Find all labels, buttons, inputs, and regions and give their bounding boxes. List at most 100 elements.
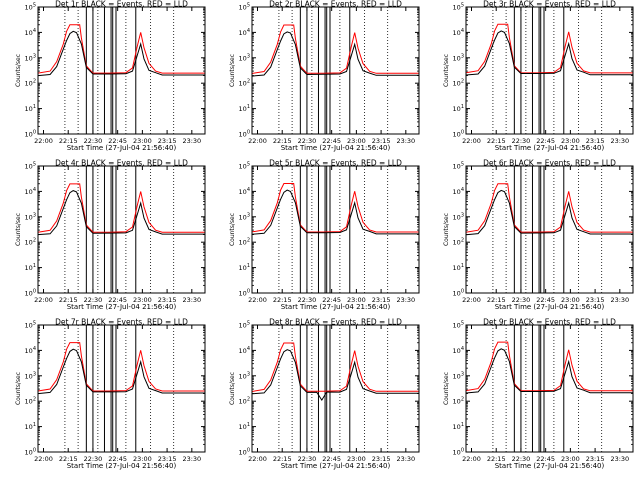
y-tick-label: 102 xyxy=(239,238,250,247)
x-tick-label: 22:00 xyxy=(34,137,53,145)
x-tick-label: 23:15 xyxy=(372,296,391,304)
x-tick-label: 23:15 xyxy=(372,455,391,463)
x-tick-label: 23:15 xyxy=(158,455,177,463)
x-axis-label: Start Time (27-Jul-04 21:56:40) xyxy=(67,462,177,470)
panel-det-1: Det 1r BLACK = Events, RED = LLD 22:00 22:… xyxy=(15,0,206,152)
y-tick-label: 105 xyxy=(25,162,36,171)
y-tick-label: 104 xyxy=(453,346,464,355)
y-tick-label: 104 xyxy=(239,187,250,196)
x-tick-label: 23:15 xyxy=(158,296,177,304)
y-tick-label: 104 xyxy=(239,346,250,355)
series-lld xyxy=(37,24,205,74)
x-tick-label: 22:45 xyxy=(108,137,127,145)
y-tick-label: 105 xyxy=(239,162,250,171)
x-tick-label: 23:30 xyxy=(396,137,415,145)
x-tick-label: 22:15 xyxy=(487,455,506,463)
y-tick-label: 102 xyxy=(25,79,36,88)
x-tick-label: 23:00 xyxy=(133,455,152,463)
x-tick-label: 22:30 xyxy=(512,137,531,145)
y-tick-label: 102 xyxy=(239,397,250,406)
y-tick-label: 100 xyxy=(453,130,464,139)
y-tick-label: 100 xyxy=(25,289,36,298)
y-tick-label: 103 xyxy=(25,371,36,380)
x-tick-label: 23:30 xyxy=(182,455,201,463)
x-tick-label: 22:45 xyxy=(536,137,555,145)
plot-frame xyxy=(37,6,206,135)
y-tick-label: 105 xyxy=(25,321,36,330)
x-tick-label: 23:00 xyxy=(347,296,366,304)
x-tick-label: 22:15 xyxy=(487,137,506,145)
x-tick-label: 22:15 xyxy=(273,296,292,304)
y-tick-label: 104 xyxy=(453,28,464,37)
y-axis-label: Counts/sec xyxy=(229,372,236,405)
plot-frame xyxy=(37,165,206,294)
series-lld xyxy=(37,342,205,392)
panel-title: Det 6r BLACK = Events, RED = LLD xyxy=(483,159,616,168)
y-axis-label: Counts/sec xyxy=(443,54,450,87)
x-tick-label: 23:30 xyxy=(396,296,415,304)
x-tick-label: 22:30 xyxy=(512,296,531,304)
x-tick-label: 22:45 xyxy=(108,455,127,463)
y-axis-label: Counts/sec xyxy=(15,372,22,405)
y-tick-label: 105 xyxy=(453,321,464,330)
series-events xyxy=(465,348,633,394)
series-events xyxy=(37,190,205,236)
x-tick-label: 22:15 xyxy=(273,455,292,463)
y-tick-label: 102 xyxy=(453,238,464,247)
x-axis-label: Start Time (27-Jul-04 21:56:40) xyxy=(495,462,605,470)
y-tick-label: 104 xyxy=(453,187,464,196)
y-tick-label: 100 xyxy=(239,448,250,457)
panel-title: Det 9r BLACK = Events, RED = LLD xyxy=(483,318,616,327)
y-tick-label: 105 xyxy=(453,162,464,171)
y-tick-label: 100 xyxy=(239,289,250,298)
x-tick-label: 23:00 xyxy=(561,455,580,463)
x-axis-label: Start Time (27-Jul-04 21:56:40) xyxy=(495,144,605,152)
x-tick-label: 22:00 xyxy=(248,296,267,304)
series-lld xyxy=(37,183,205,233)
x-tick-label: 23:00 xyxy=(561,296,580,304)
y-tick-label: 101 xyxy=(239,422,250,431)
x-axis-label: Start Time (27-Jul-04 21:56:40) xyxy=(281,462,391,470)
x-tick-label: 22:30 xyxy=(512,455,531,463)
panel-det-4: Det 4r BLACK = Events, RED = LLD 22:00 22:… xyxy=(15,159,206,311)
x-tick-label: 22:15 xyxy=(59,137,78,145)
y-tick-label: 103 xyxy=(453,212,464,221)
y-tick-label: 100 xyxy=(453,289,464,298)
y-axis-label: Counts/sec xyxy=(15,213,22,246)
series-lld xyxy=(465,23,633,74)
x-axis-label: Start Time (27-Jul-04 21:56:40) xyxy=(67,144,177,152)
y-tick-label: 105 xyxy=(25,3,36,12)
series-events xyxy=(37,348,205,395)
x-tick-label: 23:15 xyxy=(158,137,177,145)
x-tick-label: 22:45 xyxy=(108,296,127,304)
x-tick-label: 22:00 xyxy=(462,455,481,463)
y-axis-label: Counts/sec xyxy=(229,54,236,87)
y-tick-label: 102 xyxy=(25,238,36,247)
y-tick-label: 100 xyxy=(25,448,36,457)
y-tick-label: 101 xyxy=(239,263,250,272)
panel-title: Det 4r BLACK = Events, RED = LLD xyxy=(55,159,188,168)
x-tick-label: 22:45 xyxy=(322,455,341,463)
x-tick-label: 23:15 xyxy=(586,137,605,145)
x-tick-label: 23:30 xyxy=(610,296,629,304)
y-tick-label: 101 xyxy=(453,263,464,272)
y-tick-label: 101 xyxy=(25,263,36,272)
y-tick-label: 104 xyxy=(25,28,36,37)
y-tick-label: 102 xyxy=(25,397,36,406)
x-tick-label: 22:30 xyxy=(298,137,317,145)
y-tick-label: 100 xyxy=(25,130,36,139)
plot-frame xyxy=(465,165,634,294)
y-tick-label: 102 xyxy=(453,397,464,406)
y-tick-label: 101 xyxy=(25,422,36,431)
panel-title: Det 3r BLACK = Events, RED = LLD xyxy=(483,0,616,9)
x-tick-label: 23:00 xyxy=(347,455,366,463)
x-axis-label: Start Time (27-Jul-04 21:56:40) xyxy=(67,303,177,311)
panel-title: Det 7r BLACK = Events, RED = LLD xyxy=(55,318,188,327)
x-tick-label: 22:00 xyxy=(462,296,481,304)
x-tick-label: 22:15 xyxy=(59,296,78,304)
y-tick-label: 104 xyxy=(25,346,36,355)
series-lld xyxy=(465,183,633,233)
y-tick-label: 105 xyxy=(239,3,250,12)
y-tick-label: 103 xyxy=(239,212,250,221)
y-tick-label: 101 xyxy=(453,422,464,431)
